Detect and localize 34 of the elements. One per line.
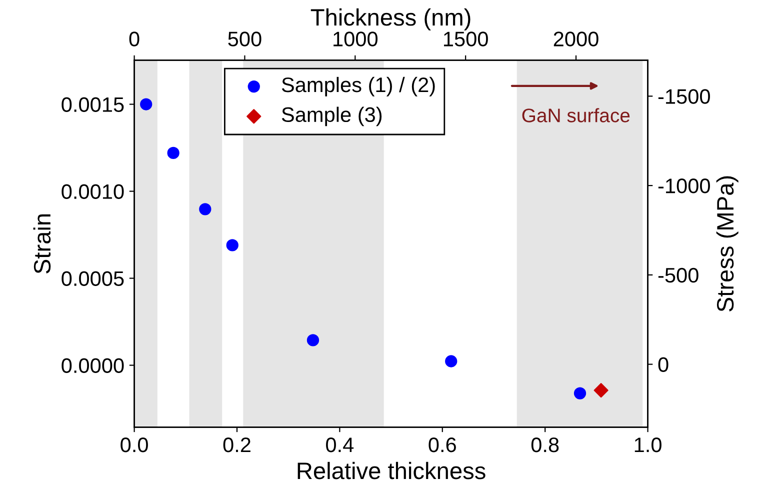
y2-axis-title: Stress (MPa) — [716, 176, 738, 312]
legend-label: Sample (3) — [282, 106, 382, 126]
point — [167, 146, 180, 160]
x2-tick-label: 0 — [129, 32, 140, 46]
point — [140, 98, 152, 110]
legend-label: Samples (1) / (2) — [282, 76, 435, 96]
y2-tick-label: -500 — [658, 268, 698, 283]
x2-tick-label: 500 — [228, 32, 262, 46]
x2-axis-title: Thickness (nm) — [310, 8, 470, 30]
point — [199, 203, 212, 216]
y-tick-label: 0.0010 — [62, 184, 124, 200]
x-tick-label: 0.0 — [120, 437, 148, 452]
x-tick-label: 0.8 — [531, 437, 559, 452]
point — [306, 334, 320, 346]
y-tick-label: 0.0000 — [62, 358, 124, 374]
x2-tick-label: 2000 — [554, 32, 598, 46]
point — [574, 387, 586, 400]
y-tick-label: 0.0005 — [62, 271, 124, 286]
x2-tick-label: 1500 — [444, 32, 488, 46]
y2-tick-label: -1500 — [658, 89, 710, 104]
point — [594, 383, 608, 398]
point — [445, 355, 458, 368]
x-axis-title: Relative thickness — [298, 462, 486, 480]
x-tick-label: 0.6 — [428, 437, 456, 452]
point — [226, 239, 238, 252]
y2-tick-label: -1000 — [658, 178, 710, 194]
x2-tick-label: 1000 — [334, 32, 378, 46]
y-axis-title: Strain — [33, 214, 51, 274]
y-tick-label: 0.0015 — [62, 97, 124, 112]
annotation: GaN surface — [522, 108, 630, 122]
x-tick-label: 1.0 — [634, 437, 662, 452]
y2-tick-label: 0 — [658, 357, 668, 372]
x-tick-label: 0.2 — [223, 437, 250, 452]
x-tick-label: 0.4 — [326, 437, 354, 452]
